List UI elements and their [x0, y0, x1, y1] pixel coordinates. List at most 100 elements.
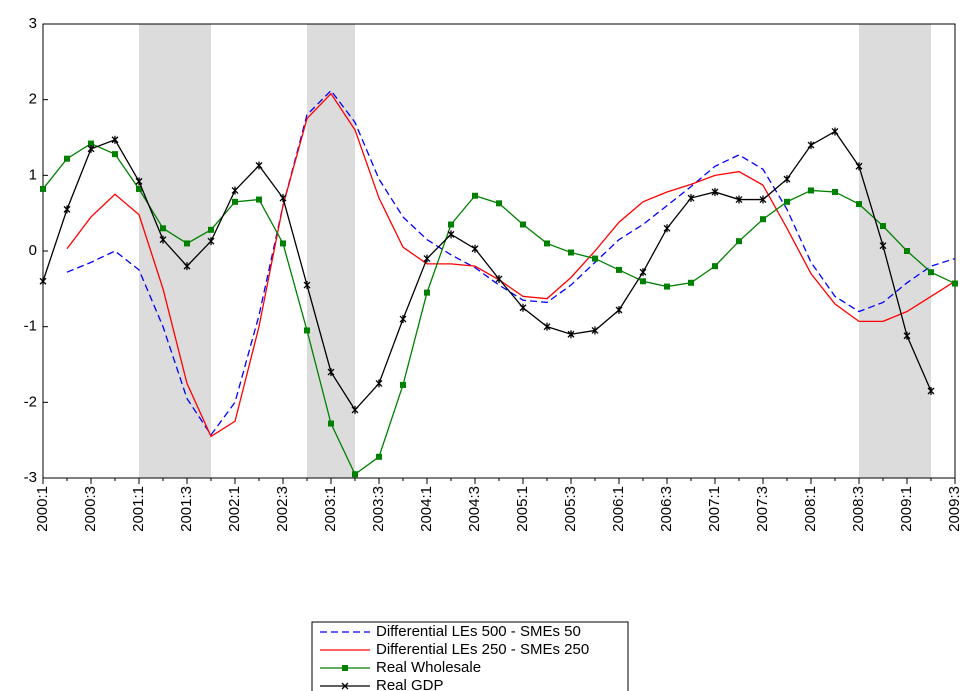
- marker: [736, 238, 742, 245]
- x-tick-label: 2000:1: [34, 486, 51, 532]
- marker: [231, 186, 239, 195]
- marker: [112, 151, 118, 158]
- legend-marker: [342, 665, 348, 671]
- marker: [232, 198, 238, 205]
- marker: [759, 195, 767, 204]
- y-tick-label: -2: [24, 393, 37, 410]
- x-tick-label: 2005:1: [514, 486, 531, 532]
- marker: [184, 240, 190, 247]
- marker: [183, 262, 191, 271]
- marker: [856, 201, 862, 208]
- marker: [64, 155, 70, 162]
- marker: [879, 241, 887, 250]
- legend-label: Real GDP: [376, 677, 444, 691]
- x-tick-label: 2007:1: [706, 486, 723, 532]
- y-tick-label: 0: [29, 242, 37, 259]
- shaded-region: [307, 24, 355, 478]
- marker: [447, 230, 455, 239]
- marker: [712, 263, 718, 270]
- legend-label: Differential LEs 250 - SMEs 250: [376, 641, 589, 658]
- y-tick-label: 1: [29, 166, 37, 183]
- marker: [400, 381, 406, 388]
- marker: [592, 255, 598, 262]
- marker: [351, 405, 359, 414]
- marker: [855, 162, 863, 171]
- x-tick-label: 2009:1: [898, 486, 915, 532]
- marker: [88, 140, 94, 147]
- marker: [880, 223, 886, 230]
- marker: [255, 161, 263, 170]
- shaded-region: [139, 24, 211, 478]
- marker: [111, 135, 119, 144]
- marker: [832, 188, 838, 195]
- marker: [568, 249, 574, 256]
- x-tick-label: 2001:3: [178, 486, 195, 532]
- legend-label: Differential LEs 500 - SMEs 50: [376, 623, 581, 640]
- legend-box: [311, 621, 629, 691]
- marker: [472, 192, 478, 199]
- x-tick-label: 2006:3: [658, 486, 675, 532]
- marker: [664, 283, 670, 290]
- marker: [328, 420, 334, 427]
- series-line: [66, 92, 956, 438]
- x-tick-label: 2001:1: [130, 486, 147, 532]
- marker: [423, 254, 431, 263]
- marker: [448, 221, 454, 228]
- x-tick-label: 2003:3: [370, 486, 387, 532]
- marker: [687, 194, 695, 203]
- x-tick-label: 2009:3: [946, 486, 963, 532]
- x-tick-label: 2000:3: [82, 486, 99, 532]
- marker: [135, 177, 143, 186]
- marker: [735, 195, 743, 204]
- x-tick-label: 2004:1: [418, 486, 435, 532]
- marker: [903, 331, 911, 340]
- marker: [376, 453, 382, 460]
- marker: [496, 200, 502, 207]
- marker: [784, 198, 790, 205]
- y-tick-label: 2: [29, 91, 37, 108]
- marker: [63, 205, 71, 214]
- marker: [831, 127, 839, 136]
- legend-label: Real Wholesale: [376, 659, 481, 676]
- marker: [567, 330, 575, 339]
- marker: [352, 471, 358, 478]
- y-tick-label: 3: [29, 15, 37, 32]
- marker: [208, 226, 214, 233]
- marker: [303, 281, 311, 290]
- marker: [783, 175, 791, 184]
- marker: [159, 235, 167, 244]
- x-tick-label: 2008:1: [802, 486, 819, 532]
- marker: [520, 221, 526, 228]
- marker: [952, 280, 958, 287]
- shaded-region: [859, 24, 931, 478]
- marker: [543, 322, 551, 331]
- marker: [928, 269, 934, 276]
- y-tick-label: -1: [24, 318, 37, 335]
- marker: [760, 216, 766, 223]
- marker: [304, 327, 310, 334]
- marker: [495, 274, 503, 283]
- marker: [639, 268, 647, 277]
- marker: [375, 379, 383, 388]
- x-tick-label: 2002:1: [226, 486, 243, 532]
- marker: [519, 303, 527, 312]
- marker: [280, 240, 286, 247]
- marker: [136, 185, 142, 192]
- marker: [424, 289, 430, 296]
- marker: [640, 278, 646, 285]
- marker: [471, 244, 479, 253]
- marker: [207, 237, 215, 246]
- x-tick-label: 2002:3: [274, 486, 291, 532]
- marker: [40, 185, 46, 192]
- marker: [663, 224, 671, 233]
- marker: [279, 194, 287, 203]
- y-tick-label: -3: [24, 469, 37, 486]
- x-tick-label: 2007:3: [754, 486, 771, 532]
- marker: [39, 277, 47, 286]
- x-tick-label: 2004:3: [466, 486, 483, 532]
- x-tick-label: 2008:3: [850, 486, 867, 532]
- x-tick-label: 2006:1: [610, 486, 627, 532]
- x-tick-label: 2003:1: [322, 486, 339, 532]
- marker: [160, 225, 166, 232]
